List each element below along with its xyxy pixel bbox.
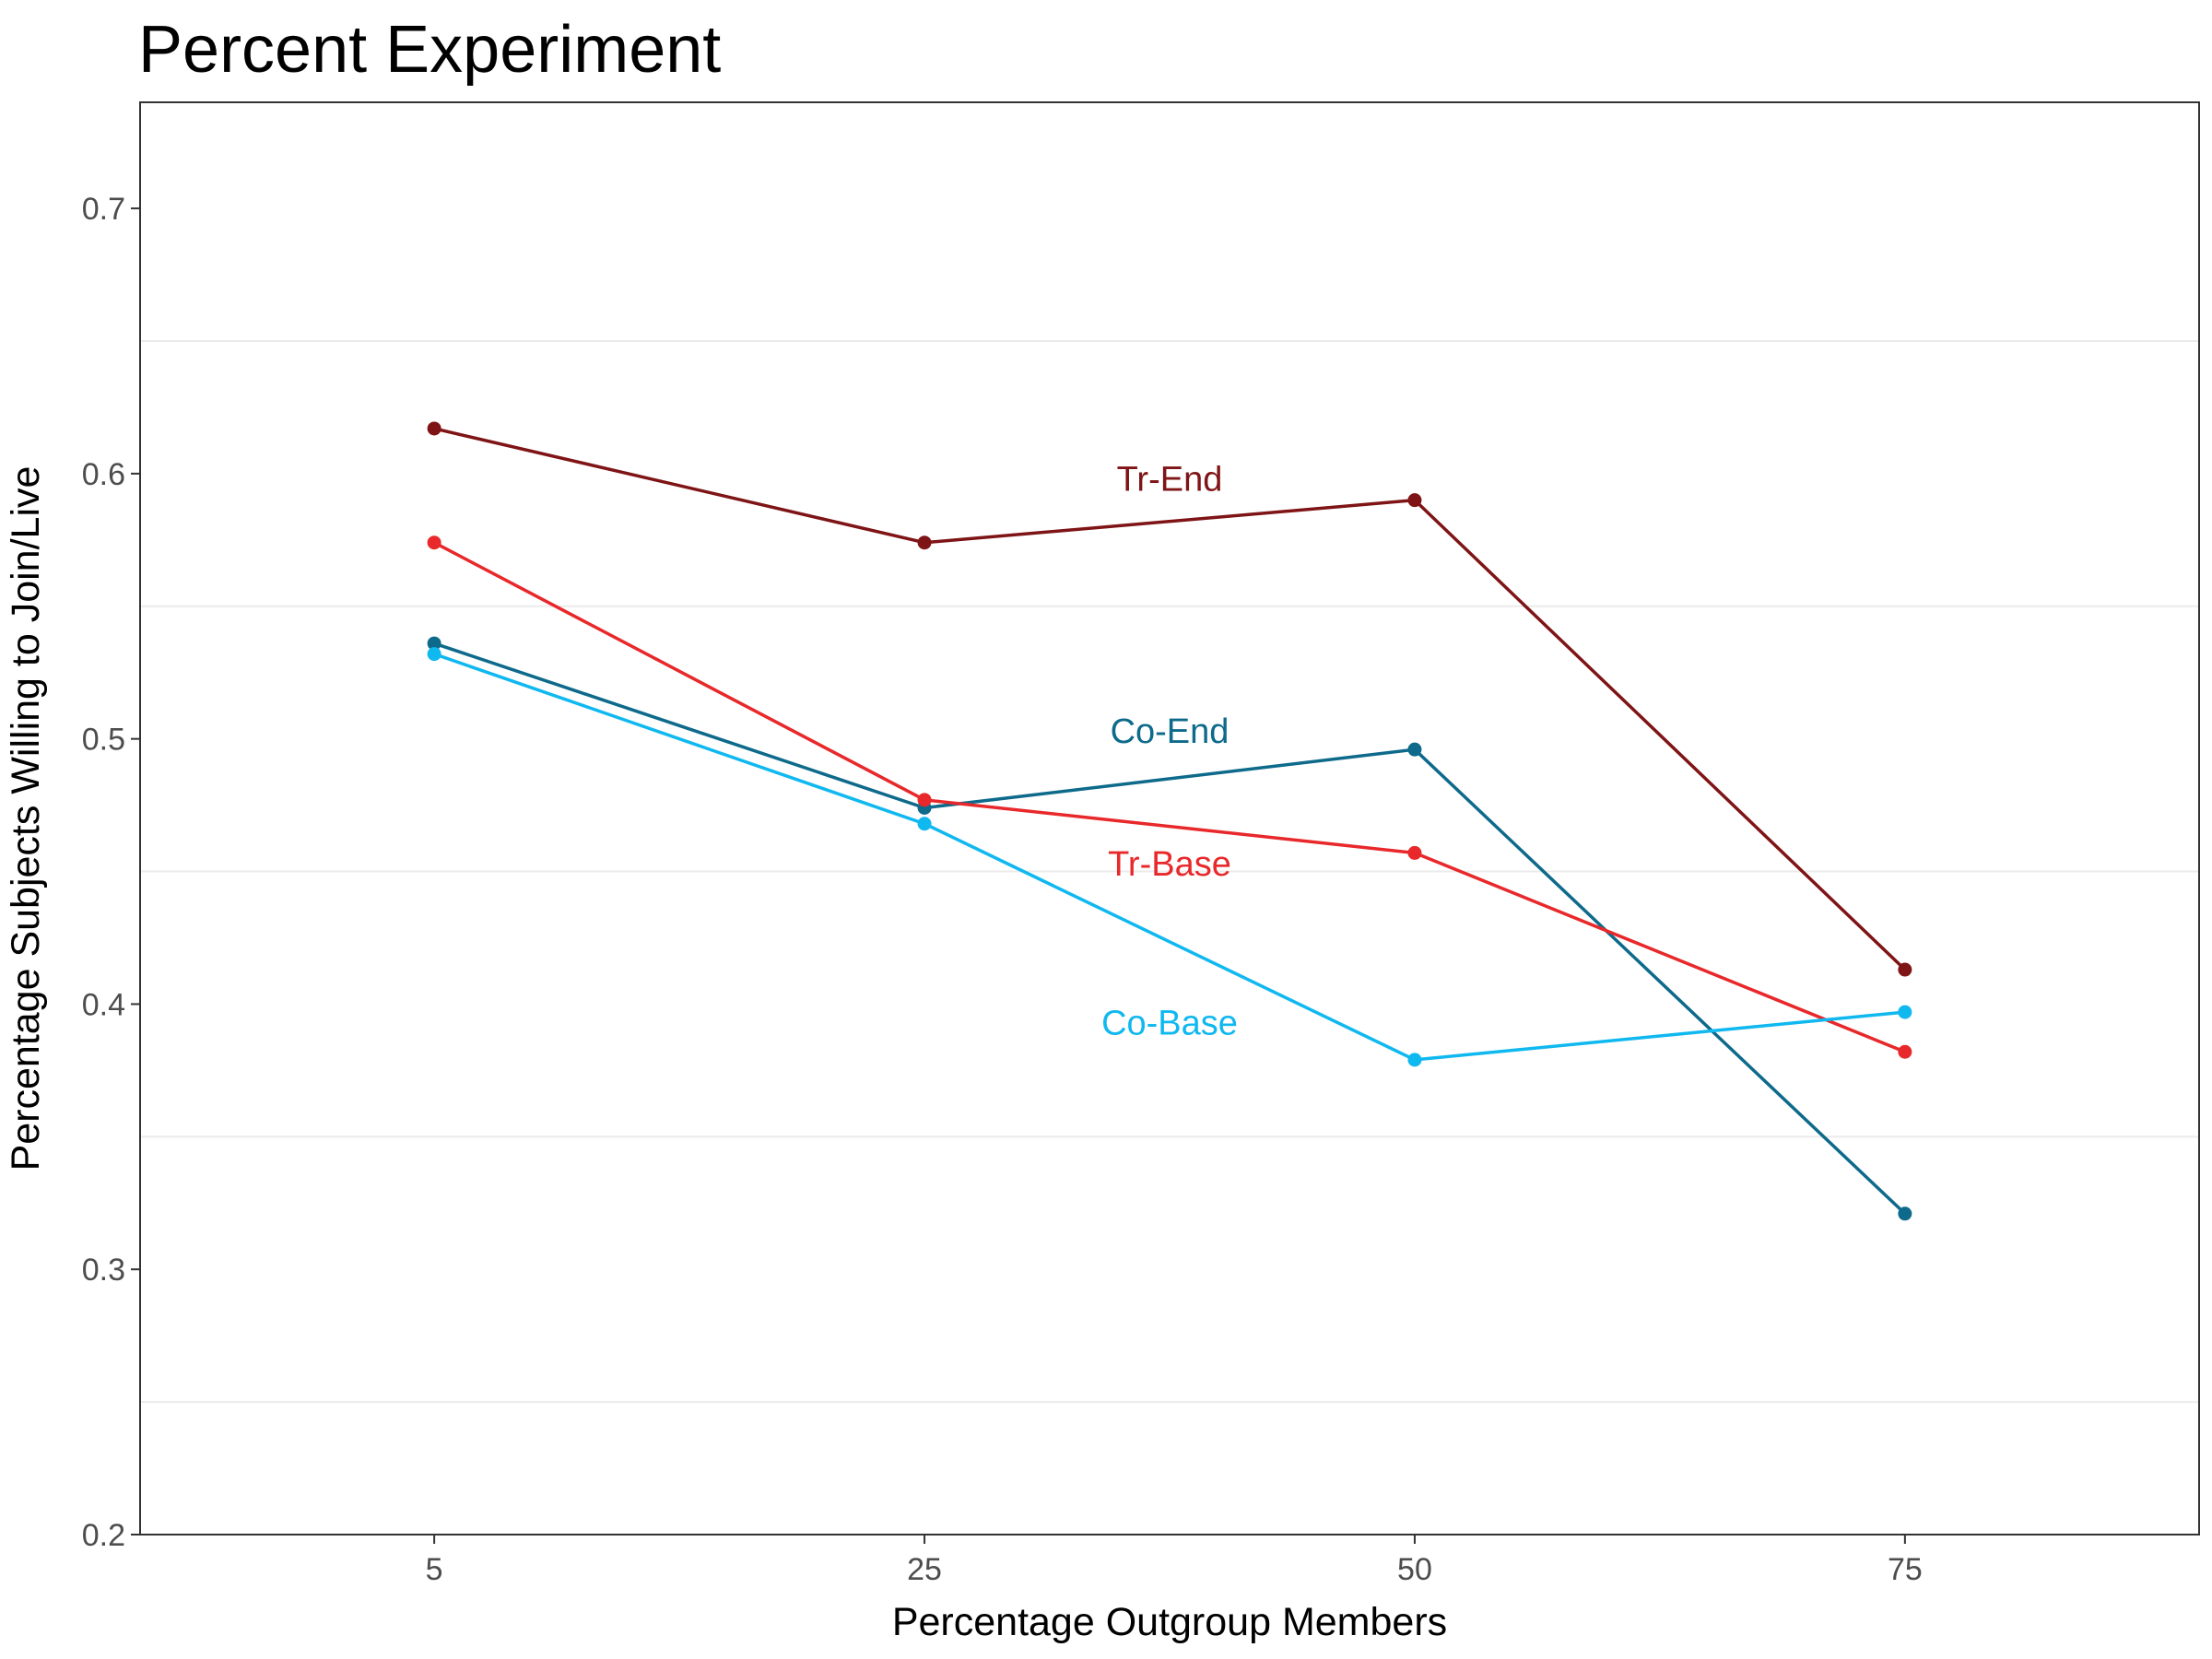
data-point-tr-end <box>917 535 932 550</box>
y-tick-label: 0.3 <box>82 1253 125 1288</box>
data-point-tr-end <box>1898 962 1912 977</box>
series-label-tr-base: Tr-Base <box>1108 845 1231 884</box>
series-lines <box>427 421 1912 1221</box>
data-point-co-end <box>1898 1206 1912 1221</box>
y-tick-label: 0.4 <box>82 987 125 1022</box>
series-labels: Tr-End Co-End Tr-Base Co-Base <box>1101 461 1238 1043</box>
series-label-co-end: Co-End <box>1111 712 1230 751</box>
data-point-tr-base <box>427 535 441 550</box>
y-tick-label: 0.2 <box>82 1518 125 1553</box>
series-line-tr-base <box>433 541 1906 1053</box>
series-line-co-end <box>433 641 1907 1216</box>
series-line-co-base <box>433 652 1906 1062</box>
x-tick-label: 50 <box>1397 1552 1432 1587</box>
series-label-tr-end: Tr-End <box>1117 461 1223 500</box>
grid-lines <box>140 340 2199 1404</box>
data-point-tr-base <box>1407 845 1422 860</box>
data-point-co-end <box>1407 742 1422 757</box>
x-tick-label: 75 <box>1888 1552 1923 1587</box>
data-point-co-base <box>917 817 932 831</box>
chart-title: Percent Experiment <box>138 13 721 87</box>
data-point-co-base <box>1407 1053 1422 1067</box>
data-point-tr-end <box>1407 493 1422 508</box>
data-point-co-base <box>427 647 441 662</box>
y-tick-label: 0.7 <box>82 192 125 227</box>
x-axis-title: Percentage Outgroup Members <box>892 1600 1447 1644</box>
data-point-co-end <box>427 636 441 651</box>
data-point-tr-end <box>427 421 441 436</box>
plot-panel <box>139 101 2200 1535</box>
data-point-co-base <box>1898 1005 1912 1019</box>
y-tick-label: 0.6 <box>82 457 125 492</box>
series-label-co-base: Co-Base <box>1101 1005 1238 1043</box>
y-tick-label: 0.5 <box>82 723 125 758</box>
axes: 0.2 0.3 0.4 0.5 0.6 0.7 5 25 50 75 <box>82 192 1923 1587</box>
data-point-tr-base <box>1898 1044 1912 1059</box>
x-tick-label: 5 <box>426 1552 443 1587</box>
x-tick-label: 25 <box>907 1552 942 1587</box>
y-axis-title: Percentage Subjects Willing to Join/Live <box>4 466 48 1171</box>
data-point-tr-base <box>917 793 932 807</box>
series-line-tr-end <box>433 427 1907 971</box>
